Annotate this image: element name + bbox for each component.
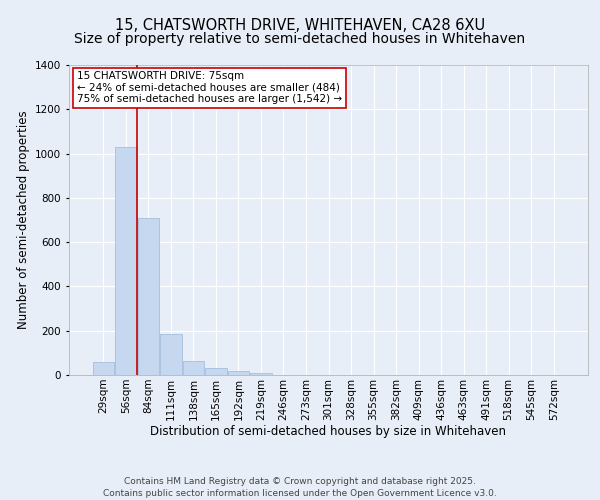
Text: 15, CHATSWORTH DRIVE, WHITEHAVEN, CA28 6XU: 15, CHATSWORTH DRIVE, WHITEHAVEN, CA28 6…: [115, 18, 485, 32]
Bar: [137, 218, 159, 375]
Y-axis label: Number of semi-detached properties: Number of semi-detached properties: [17, 110, 29, 330]
Bar: [160, 334, 182, 375]
Bar: [182, 360, 204, 375]
Bar: [92, 362, 114, 375]
Bar: [115, 147, 137, 375]
X-axis label: Distribution of semi-detached houses by size in Whitehaven: Distribution of semi-detached houses by …: [151, 426, 506, 438]
Text: Size of property relative to semi-detached houses in Whitehaven: Size of property relative to semi-detach…: [74, 32, 526, 46]
Bar: [205, 368, 227, 375]
Text: Contains HM Land Registry data © Crown copyright and database right 2025.
Contai: Contains HM Land Registry data © Crown c…: [103, 476, 497, 498]
Text: 15 CHATSWORTH DRIVE: 75sqm
← 24% of semi-detached houses are smaller (484)
75% o: 15 CHATSWORTH DRIVE: 75sqm ← 24% of semi…: [77, 71, 342, 104]
Bar: [228, 370, 249, 375]
Bar: [250, 373, 272, 375]
